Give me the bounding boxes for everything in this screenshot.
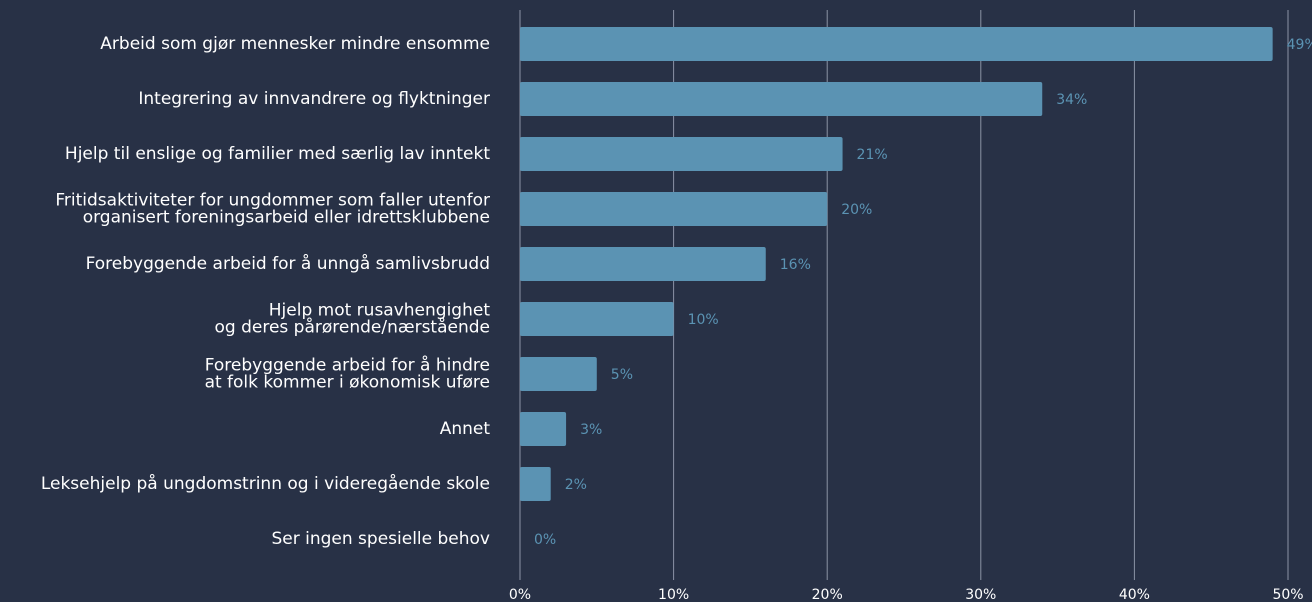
category-label: Hjelp mot rusavhengighet og deres pårøren… [215, 301, 491, 338]
x-tick-label: 50% [1272, 587, 1303, 602]
category-label: Fritidsaktiviteter for ungdommer som fal… [55, 191, 490, 228]
x-tick-label: 40% [1119, 587, 1150, 602]
category-line: Leksehjelp på ungdomstrinn og i videregå… [41, 473, 490, 494]
category-line: Forebyggende arbeid for å hindre [205, 355, 490, 376]
bar [520, 302, 674, 336]
category-line: Hjelp mot rusavhengighet [269, 301, 491, 321]
x-tick-label: 10% [658, 587, 689, 602]
x-tick-label: 20% [812, 587, 843, 602]
category-line: Ser ingen spesielle behov [271, 529, 490, 549]
value-label: 0% [534, 532, 556, 548]
bar [520, 82, 1043, 116]
category-line: Fritidsaktiviteter for ungdommer som fal… [55, 191, 490, 211]
category-line: Integrering av innvandrere og flyktninge… [138, 89, 490, 109]
value-label: 10% [688, 312, 719, 328]
bar [520, 137, 843, 171]
category-line: Forebyggende arbeid for å unngå samlivsb… [86, 253, 490, 274]
bar [520, 357, 597, 391]
category-line: at folk kommer i økonomisk uføre [205, 373, 490, 393]
category-line: og deres pårørende/nærstående [215, 317, 491, 338]
value-label: 3% [580, 422, 602, 438]
category-label: Leksehjelp på ungdomstrinn og i videregå… [41, 473, 490, 494]
category-label: Hjelp til enslige og familier med særlig… [65, 144, 490, 164]
bar [520, 247, 766, 281]
value-label: 5% [611, 367, 633, 383]
category-line: organisert foreningsarbeid eller idretts… [83, 208, 490, 228]
bar [520, 192, 828, 226]
bar [520, 27, 1273, 61]
category-label: Forebyggende arbeid for å unngå samlivsb… [86, 253, 490, 274]
category-label: Ser ingen spesielle behov [271, 529, 490, 549]
category-label: Forebyggende arbeid for å hindre at folk … [205, 355, 490, 393]
value-label: 2% [565, 477, 587, 493]
category-line: Annet [440, 419, 491, 439]
bar [520, 412, 567, 446]
category-label: Integrering av innvandrere og flyktninge… [138, 89, 490, 109]
x-tick-label: 30% [965, 587, 996, 602]
category-label: Arbeid som gjør mennesker mindre ensomme [100, 34, 490, 54]
value-label: 49% [1287, 37, 1312, 53]
category-line: Hjelp til enslige og familier med særlig… [65, 144, 490, 164]
value-label: 20% [841, 202, 872, 218]
value-label: 34% [1056, 92, 1087, 108]
x-tick-label: 0% [509, 587, 531, 602]
bar [520, 467, 551, 501]
value-label: 21% [857, 147, 888, 163]
category-line: Arbeid som gjør mennesker mindre ensomme [100, 34, 490, 54]
category-label: Annet [440, 419, 491, 439]
value-label: 16% [780, 257, 811, 273]
